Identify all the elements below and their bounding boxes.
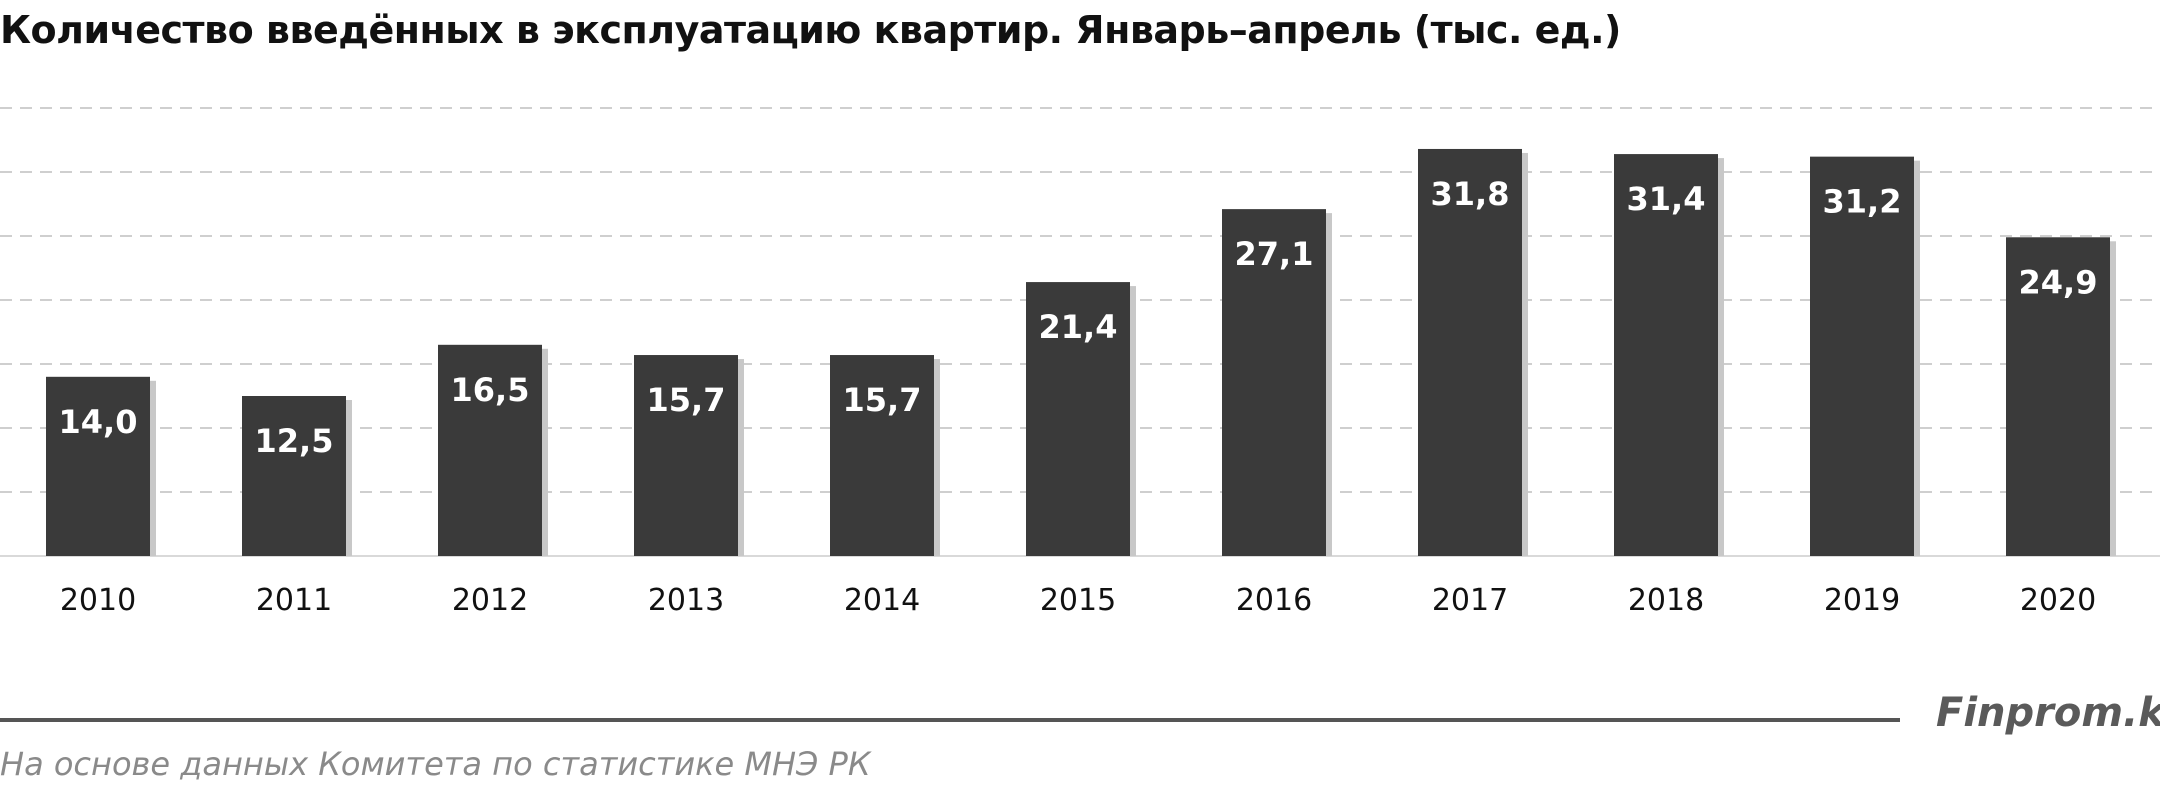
data-label-2010: 14,0	[59, 403, 138, 441]
bar-2016	[1222, 209, 1326, 556]
bar-2018	[1614, 154, 1718, 556]
data-label-2019: 31,2	[1823, 183, 1902, 221]
x-tick-2011: 2011	[256, 583, 332, 618]
data-label-2014: 15,7	[843, 381, 922, 419]
x-tick-2010: 2010	[60, 583, 136, 618]
x-tick-labels: 2010 2011 2012 2013 2014 2015 2016 2017 2018 2019…	[60, 583, 2096, 618]
x-tick-2016: 2016	[1236, 583, 1312, 618]
bar-2015	[1026, 282, 1130, 556]
data-label-2017: 31,8	[1431, 175, 1510, 213]
value-labels: 14,0 12,5 16,5 15,7 15,7 21,4 27,1 31,8 31,4 31,2…	[59, 175, 2098, 460]
x-tick-2017: 2017	[1432, 583, 1508, 618]
bar-2011	[242, 396, 346, 556]
bar-2013	[634, 355, 738, 556]
bar-2019	[1810, 156, 1914, 556]
x-tick-2014: 2014	[844, 583, 920, 618]
data-label-2011: 12,5	[255, 422, 334, 460]
data-label-2012: 16,5	[451, 371, 530, 409]
chart-title: Количество введённых в эксплуатацию квар…	[0, 8, 1621, 52]
x-tick-2015: 2015	[1040, 583, 1116, 618]
bars	[46, 148, 2116, 556]
bar-2012	[438, 344, 542, 556]
x-tick-2013: 2013	[648, 583, 724, 618]
x-tick-2018: 2018	[1628, 583, 1704, 618]
data-label-2018: 31,4	[1627, 180, 1706, 218]
bar-2017	[1418, 148, 1522, 556]
bar-2010	[46, 376, 150, 556]
x-tick-2012: 2012	[452, 583, 528, 618]
bar-2020	[2006, 237, 2110, 556]
footer-divider	[0, 718, 1900, 722]
x-tick-2019: 2019	[1824, 583, 1900, 618]
data-label-2020: 24,9	[2019, 263, 2098, 301]
brand-logo-text: Finprom.kz	[1936, 690, 2160, 736]
data-label-2013: 15,7	[647, 381, 726, 419]
bar-2014	[830, 355, 934, 556]
data-label-2016: 27,1	[1235, 235, 1314, 273]
data-label-2015: 21,4	[1039, 308, 1118, 346]
x-tick-2020: 2020	[2020, 583, 2096, 618]
source-note: На основе данных Комитета по статистике …	[0, 745, 871, 783]
bar-chart: 14,0 12,5 16,5 15,7 15,7 21,4 27,1 31,8 31,4 31,2…	[0, 107, 2160, 618]
